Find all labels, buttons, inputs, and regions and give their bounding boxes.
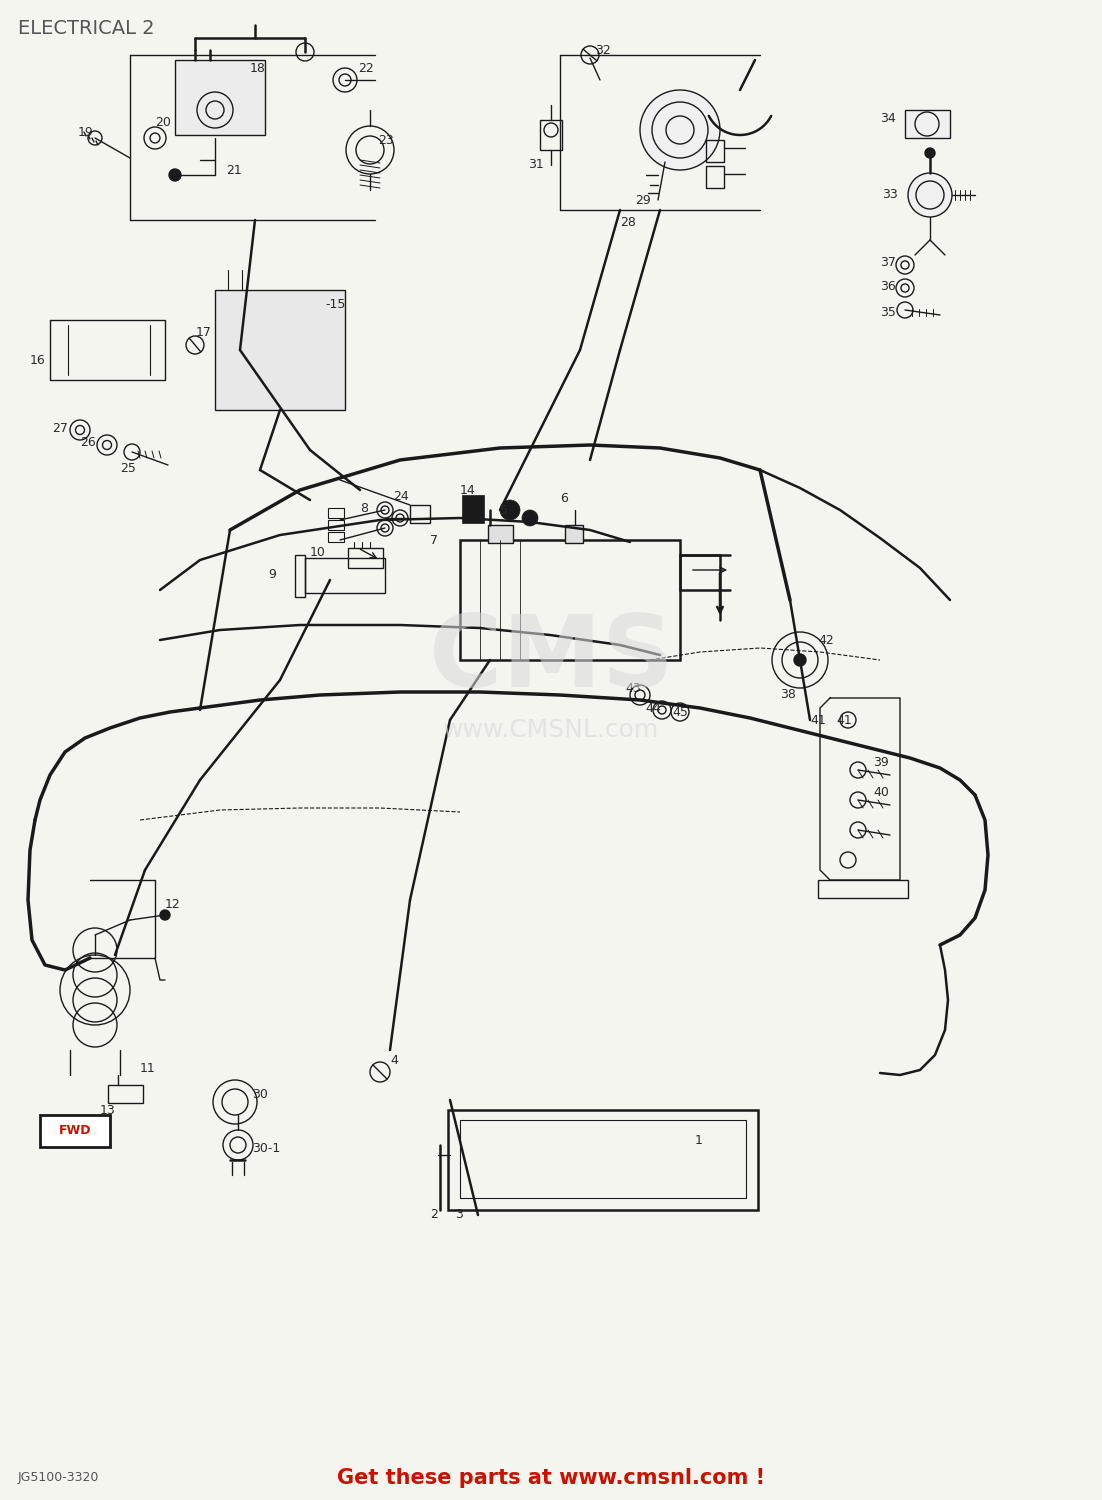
Bar [175, 60, 264, 135]
Text: 35: 35 [880, 306, 896, 320]
Text: www.CMSNL.com: www.CMSNL.com [443, 718, 659, 742]
Text: 45: 45 [672, 705, 688, 718]
Text: CMS: CMS [429, 612, 673, 708]
Text: 28: 28 [620, 216, 636, 228]
Bar [449, 1110, 758, 1210]
Bar [305, 558, 385, 592]
Text: 8: 8 [360, 501, 368, 515]
Bar [460, 1120, 746, 1198]
Text: Get these parts at www.cmsnl.com !: Get these parts at www.cmsnl.com ! [337, 1468, 765, 1488]
Text: 1: 1 [695, 1134, 703, 1146]
Text: 36: 36 [880, 280, 896, 294]
Text: 39: 39 [873, 756, 888, 768]
Bar [348, 548, 383, 568]
Bar [488, 525, 514, 543]
Text: 27: 27 [52, 422, 68, 435]
Text: 22: 22 [358, 62, 374, 75]
Text: 20: 20 [155, 117, 171, 129]
Bar [0, 1450, 1102, 1500]
Text: 13: 13 [100, 1104, 116, 1116]
Text: 26: 26 [80, 436, 96, 450]
Text: 37: 37 [880, 256, 896, 270]
Text: 6: 6 [560, 492, 568, 504]
Circle shape [640, 90, 720, 170]
Circle shape [160, 910, 170, 920]
Text: 14: 14 [460, 483, 476, 496]
Text: 30-1: 30-1 [252, 1142, 280, 1155]
Circle shape [795, 654, 806, 666]
Circle shape [925, 148, 934, 158]
Text: 17: 17 [196, 326, 212, 339]
Bar [40, 1114, 110, 1148]
Text: 31: 31 [528, 159, 543, 171]
Bar [328, 520, 344, 530]
Bar [706, 140, 724, 162]
Text: 33: 33 [882, 189, 898, 201]
Bar [215, 290, 345, 410]
Text: 30: 30 [252, 1089, 268, 1101]
Text: ELECTRICAL 2: ELECTRICAL 2 [18, 18, 154, 38]
Bar [565, 525, 583, 543]
Text: FWD: FWD [58, 1125, 91, 1137]
Text: 2: 2 [430, 1209, 437, 1221]
Text: 42: 42 [818, 633, 834, 646]
Circle shape [169, 170, 181, 182]
Bar [706, 166, 724, 188]
Text: 23: 23 [378, 134, 393, 147]
Text: 7: 7 [430, 534, 437, 546]
Bar [905, 110, 950, 138]
Text: 12: 12 [165, 898, 181, 912]
Bar [818, 880, 908, 898]
Bar [460, 540, 680, 660]
Circle shape [908, 172, 952, 217]
Text: 34: 34 [880, 111, 896, 125]
Circle shape [500, 500, 520, 520]
Bar [295, 555, 305, 597]
Text: JG5100-3320: JG5100-3320 [18, 1472, 99, 1485]
Bar [410, 506, 430, 524]
Text: 21: 21 [226, 164, 241, 177]
Text: 29: 29 [635, 194, 651, 207]
Circle shape [522, 510, 538, 526]
Text: 9: 9 [268, 568, 276, 582]
Text: 11: 11 [140, 1062, 155, 1074]
Bar [540, 120, 562, 150]
Bar [328, 532, 344, 542]
Text: 25: 25 [120, 462, 136, 474]
Text: 5: 5 [500, 504, 508, 516]
Text: 41: 41 [810, 714, 825, 726]
Text: -15: -15 [325, 298, 345, 312]
Text: 16: 16 [30, 354, 46, 366]
Text: 10: 10 [310, 546, 326, 560]
Text: 4: 4 [390, 1053, 398, 1066]
Text: 43: 43 [625, 681, 640, 694]
Text: 18: 18 [250, 62, 266, 75]
Text: 19: 19 [78, 126, 94, 140]
Text: 38: 38 [780, 688, 796, 702]
Bar [462, 495, 484, 524]
Text: 24: 24 [393, 490, 409, 504]
Text: 44: 44 [645, 702, 661, 714]
Bar [328, 509, 344, 518]
Text: 40: 40 [873, 786, 889, 800]
Bar [108, 1084, 143, 1102]
Text: 3: 3 [455, 1209, 463, 1221]
Text: 41: 41 [836, 714, 852, 726]
Text: 32: 32 [595, 44, 611, 57]
